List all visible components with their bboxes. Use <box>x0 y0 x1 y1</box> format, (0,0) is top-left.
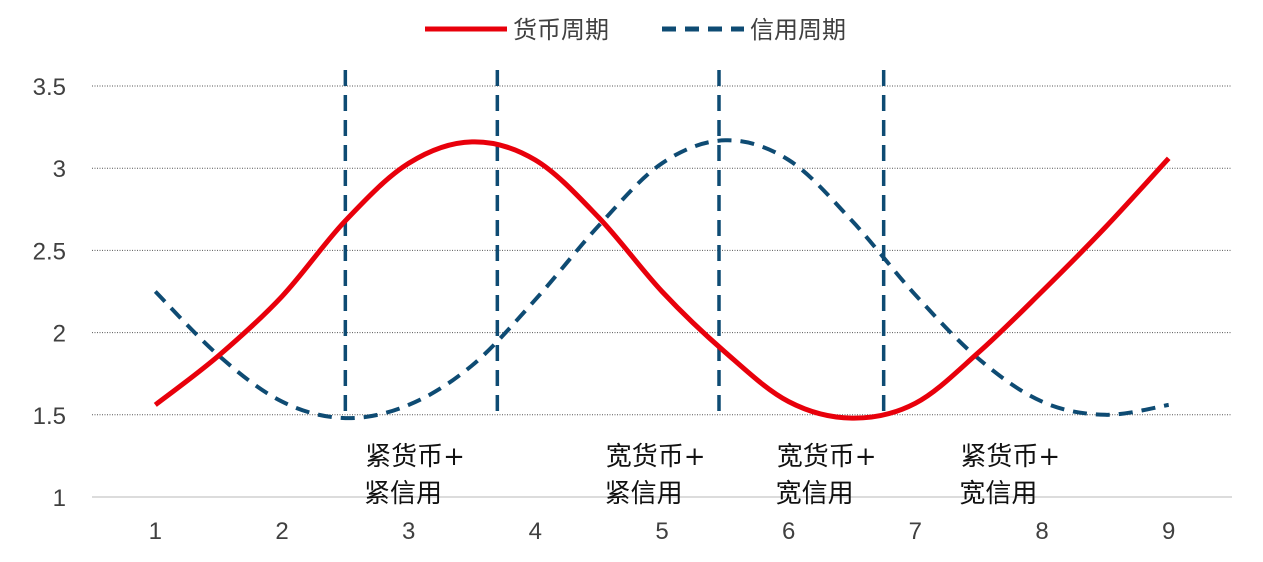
phase-label-line2: 紧信用 <box>605 479 683 509</box>
x-tick-label: 5 <box>655 518 668 545</box>
y-tick-label: 1.5 <box>33 403 66 430</box>
legend-label-money-cycle: 货币周期 <box>513 16 609 44</box>
series-credit-cycle <box>153 138 1170 421</box>
legend: 货币周期 信用周期 <box>425 16 846 44</box>
x-tick-label: 4 <box>529 518 542 545</box>
phase-label-line2: 宽信用 <box>959 479 1037 509</box>
grid-lines <box>92 85 1232 498</box>
y-tick-label: 2 <box>53 321 66 348</box>
x-tick-label: 3 <box>402 518 415 545</box>
legend-label-credit-cycle: 信用周期 <box>750 16 846 44</box>
y-axis-ticks: 1 1.5 2 2.5 3 3.5 <box>33 74 66 512</box>
phase-label-line2: 紧信用 <box>364 479 442 509</box>
x-tick-label: 2 <box>275 518 288 545</box>
series-lines <box>153 138 1171 421</box>
phase-labels: 紧货币+ 紧信用 宽货币+ 紧信用 宽货币+ 宽信用 紧货币+ 宽信用 <box>364 442 1060 509</box>
phase-label-line1: 宽货币+ <box>606 442 706 472</box>
phase-label-line1: 紧货币+ <box>960 442 1060 472</box>
phase-dividers <box>343 70 886 415</box>
x-tick-label: 7 <box>909 518 922 545</box>
phase-label-line1: 宽货币+ <box>777 442 877 472</box>
y-tick-label: 3.5 <box>33 74 66 101</box>
x-tick-label: 8 <box>1035 518 1048 545</box>
x-tick-label: 9 <box>1162 518 1175 545</box>
y-tick-label: 3 <box>53 156 66 183</box>
series-money-cycle <box>153 139 1171 421</box>
y-tick-label: 1 <box>53 485 66 512</box>
x-axis-ticks: 1 2 3 4 5 6 7 8 9 <box>149 518 1176 545</box>
x-tick-label: 1 <box>149 518 162 545</box>
phase-label-line2: 宽信用 <box>776 479 854 509</box>
phase-label-line1: 紧货币+ <box>365 442 465 472</box>
y-tick-label: 2.5 <box>33 238 66 265</box>
x-tick-label: 6 <box>782 518 795 545</box>
